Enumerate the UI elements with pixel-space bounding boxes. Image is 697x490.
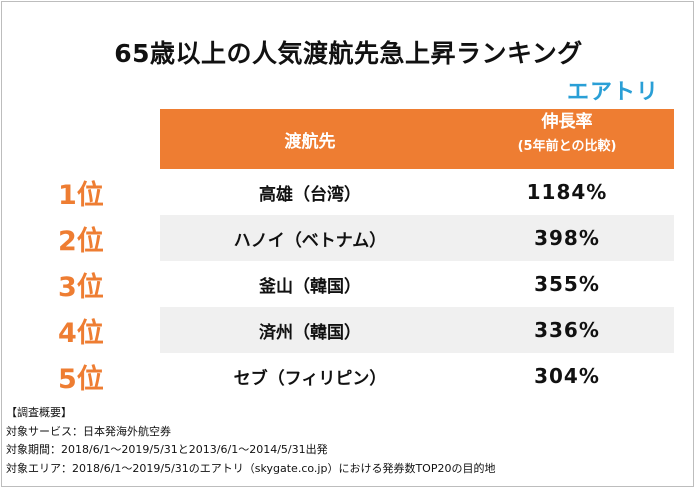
notes-line: 対象エリア：2018/6/1～2019/5/31のエアトリ（skygate.co… (6, 461, 496, 475)
rank-label: 2位 (58, 225, 104, 257)
destination-cell: 釜山（韓国） (259, 276, 361, 297)
destination-cell: 済州（韓国） (259, 322, 361, 343)
rate-cell: 398% (534, 226, 600, 250)
notes-line: 対象サービス：日本発海外航空券 (6, 424, 171, 438)
rate-cell: 1184% (526, 180, 608, 204)
rank-label: 3位 (58, 271, 104, 303)
table-header (160, 109, 674, 169)
table-row: ハノイ（ベトナム） 398% (160, 215, 674, 261)
table-row: 釜山（韓国） 355% (160, 261, 674, 307)
header-rate-sublabel: (5年前との比較) (517, 139, 617, 154)
header-rate: 伸長率 (5年前との比較) (460, 110, 674, 160)
header-destination: 渡航先 (284, 131, 336, 152)
rate-cell: 336% (534, 318, 600, 342)
rate-cell: 355% (534, 272, 600, 296)
destination-cell: ハノイ（ベトナム） (233, 230, 387, 251)
rate-cell: 304% (534, 364, 600, 388)
brand-logo: エアトリ (566, 80, 659, 105)
rank-label: 1位 (58, 179, 104, 211)
rank-label: 5位 (58, 363, 104, 395)
destination-cell: 高雄（台湾） (259, 184, 361, 205)
table-row: 済州（韓国） 336% (160, 307, 674, 353)
table-row: セブ（フィリピン） 304% (160, 353, 674, 399)
rank-label: 4位 (58, 317, 104, 349)
destination-cell: セブ（フィリピン） (233, 368, 387, 389)
table-row: 高雄（台湾） 1184% (160, 169, 674, 215)
survey-notes: 【調査概要】 対象サービス：日本発海外航空券 対象期間：2018/6/1～201… (6, 404, 495, 478)
page-title: 65歳以上の人気渡航先急上昇ランキング (114, 39, 583, 68)
notes-heading: 【調査概要】 (6, 406, 72, 419)
header-rate-label: 伸長率 (541, 112, 593, 132)
notes-line: 対象期間：2018/6/1～2019/5/31と2013/6/1～2014/5/… (6, 443, 328, 456)
